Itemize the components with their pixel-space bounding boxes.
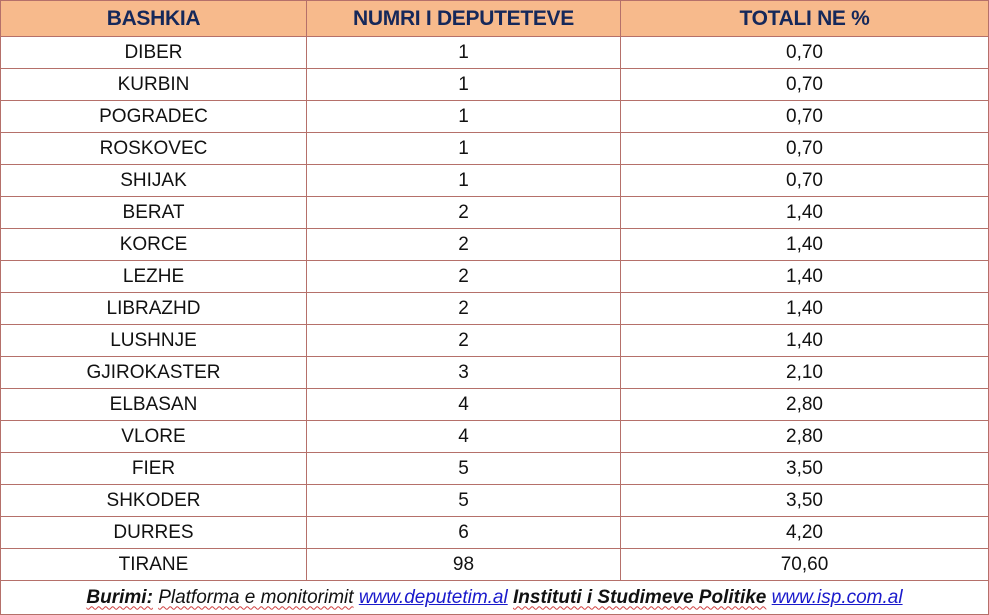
cell-bashkia: ELBASAN xyxy=(0,388,307,421)
header-bashkia: BASHKIA xyxy=(0,0,307,37)
header-row: BASHKIA NUMRI I DEPUTETEVE TOTALI NE % xyxy=(0,0,989,37)
cell-totali: 1,40 xyxy=(620,196,989,229)
cell-bashkia: TIRANE xyxy=(0,548,307,581)
cell-bashkia: SHIJAK xyxy=(0,164,307,197)
table-row: GJIROKASTER 3 2,10 xyxy=(0,356,989,389)
cell-bashkia: DURRES xyxy=(0,516,307,549)
cell-bashkia: BERAT xyxy=(0,196,307,229)
cell-bashkia: KORCE xyxy=(0,228,307,261)
cell-numri: 2 xyxy=(306,292,621,325)
cell-numri: 1 xyxy=(306,132,621,165)
header-numri: NUMRI I DEPUTETEVE xyxy=(306,0,621,37)
table-row: POGRADEC 1 0,70 xyxy=(0,100,989,133)
table-row: DIBER 1 0,70 xyxy=(0,36,989,69)
table-row: KORCE 2 1,40 xyxy=(0,228,989,261)
table-row: BERAT 2 1,40 xyxy=(0,196,989,229)
table-row: VLORE 4 2,80 xyxy=(0,420,989,453)
table-row: LUSHNJE 2 1,40 xyxy=(0,324,989,357)
cell-bashkia: POGRADEC xyxy=(0,100,307,133)
source-label: Burimi: xyxy=(86,586,153,608)
deputetim-link[interactable]: www.deputetim.al xyxy=(358,586,508,608)
cell-totali: 4,20 xyxy=(620,516,989,549)
cell-totali: 2,10 xyxy=(620,356,989,389)
cell-numri: 3 xyxy=(306,356,621,389)
cell-bashkia: KURBIN xyxy=(0,68,307,101)
isp-link[interactable]: www.isp.com.al xyxy=(771,586,903,608)
cell-numri: 6 xyxy=(306,516,621,549)
table-row: LIBRAZHD 2 1,40 xyxy=(0,292,989,325)
cell-numri: 2 xyxy=(306,228,621,261)
table-row: DURRES 6 4,20 xyxy=(0,516,989,549)
source-note: Burimi: Platforma e monitorimit www.depu… xyxy=(0,580,989,615)
cell-bashkia: LIBRAZHD xyxy=(0,292,307,325)
cell-numri: 98 xyxy=(306,548,621,581)
cell-numri: 2 xyxy=(306,324,621,357)
cell-bashkia: GJIROKASTER xyxy=(0,356,307,389)
table-row: ELBASAN 4 2,80 xyxy=(0,388,989,421)
table-row: FIER 5 3,50 xyxy=(0,452,989,485)
cell-numri: 2 xyxy=(306,260,621,293)
cell-totali: 0,70 xyxy=(620,100,989,133)
cell-numri: 1 xyxy=(306,100,621,133)
table-row: SHIJAK 1 0,70 xyxy=(0,164,989,197)
cell-totali: 0,70 xyxy=(620,132,989,165)
cell-totali: 1,40 xyxy=(620,324,989,357)
cell-totali: 0,70 xyxy=(620,68,989,101)
source-text: Platforma e monitorimit xyxy=(158,586,354,608)
cell-numri: 4 xyxy=(306,388,621,421)
cell-bashkia: VLORE xyxy=(0,420,307,453)
cell-totali: 1,40 xyxy=(620,260,989,293)
cell-bashkia: ROSKOVEC xyxy=(0,132,307,165)
cell-totali: 0,70 xyxy=(620,164,989,197)
cell-numri: 1 xyxy=(306,164,621,197)
header-totali: TOTALI NE % xyxy=(620,0,989,37)
cell-totali: 3,50 xyxy=(620,452,989,485)
cell-totali: 70,60 xyxy=(620,548,989,581)
table-row: SHKODER 5 3,50 xyxy=(0,484,989,517)
source-row: Burimi: Platforma e monitorimit www.depu… xyxy=(0,580,989,615)
cell-totali: 3,50 xyxy=(620,484,989,517)
cell-totali: 0,70 xyxy=(620,36,989,69)
table-row: ROSKOVEC 1 0,70 xyxy=(0,132,989,165)
cell-bashkia: SHKODER xyxy=(0,484,307,517)
cell-bashkia: LUSHNJE xyxy=(0,324,307,357)
cell-totali: 2,80 xyxy=(620,388,989,421)
cell-numri: 1 xyxy=(306,36,621,69)
cell-numri: 5 xyxy=(306,452,621,485)
cell-bashkia: DIBER xyxy=(0,36,307,69)
cell-numri: 4 xyxy=(306,420,621,453)
cell-numri: 5 xyxy=(306,484,621,517)
cell-bashkia: LEZHE xyxy=(0,260,307,293)
table-row: TIRANE 98 70,60 xyxy=(0,548,989,581)
institute-name: Instituti i Studimeve Politike xyxy=(513,586,767,608)
table-row: KURBIN 1 0,70 xyxy=(0,68,989,101)
table-row: LEZHE 2 1,40 xyxy=(0,260,989,293)
cell-bashkia: FIER xyxy=(0,452,307,485)
cell-totali: 1,40 xyxy=(620,228,989,261)
cell-totali: 1,40 xyxy=(620,292,989,325)
cell-numri: 2 xyxy=(306,196,621,229)
cell-numri: 1 xyxy=(306,68,621,101)
cell-totali: 2,80 xyxy=(620,420,989,453)
